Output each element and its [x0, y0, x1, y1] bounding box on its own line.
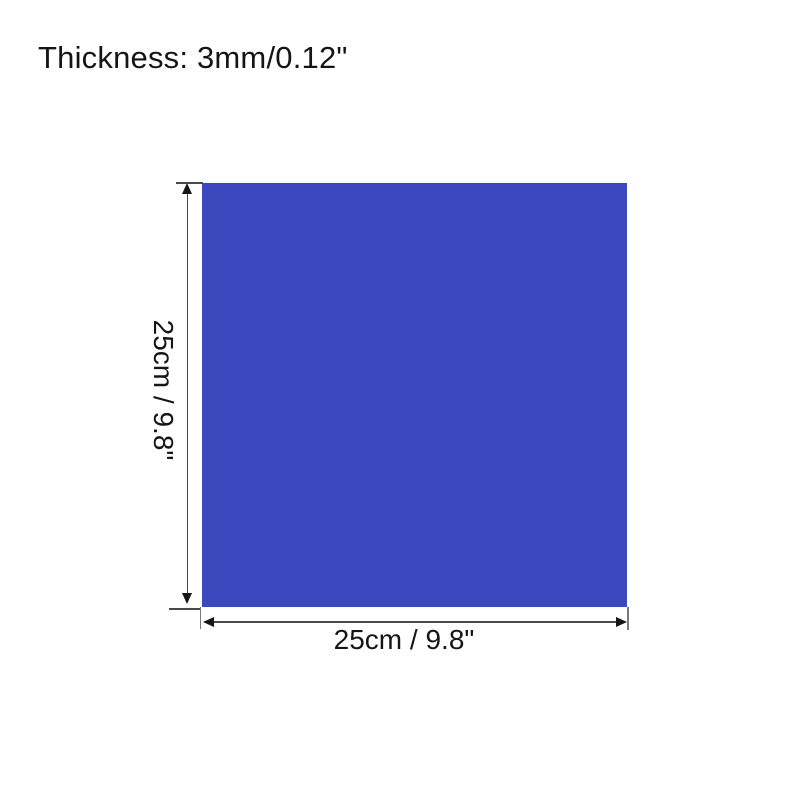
vertical-dimension-line	[186, 189, 188, 599]
thickness-label: Thickness: 3mm/0.12"	[38, 40, 348, 75]
arrow-left-icon	[203, 617, 214, 627]
extension-tick-left	[199, 607, 201, 629]
arrow-right-icon	[616, 617, 627, 627]
height-dimension-label: 25cm / 9.8"	[148, 319, 179, 461]
extension-tick-top	[176, 182, 203, 184]
product-sheet	[202, 183, 627, 607]
extension-tick-right	[627, 607, 629, 630]
arrow-up-icon	[182, 183, 192, 194]
horizontal-dimension-line	[208, 621, 623, 623]
width-dimension-label: 25cm / 9.8"	[333, 624, 475, 655]
arrow-down-icon	[182, 593, 192, 604]
extension-tick-bottom	[169, 608, 200, 610]
